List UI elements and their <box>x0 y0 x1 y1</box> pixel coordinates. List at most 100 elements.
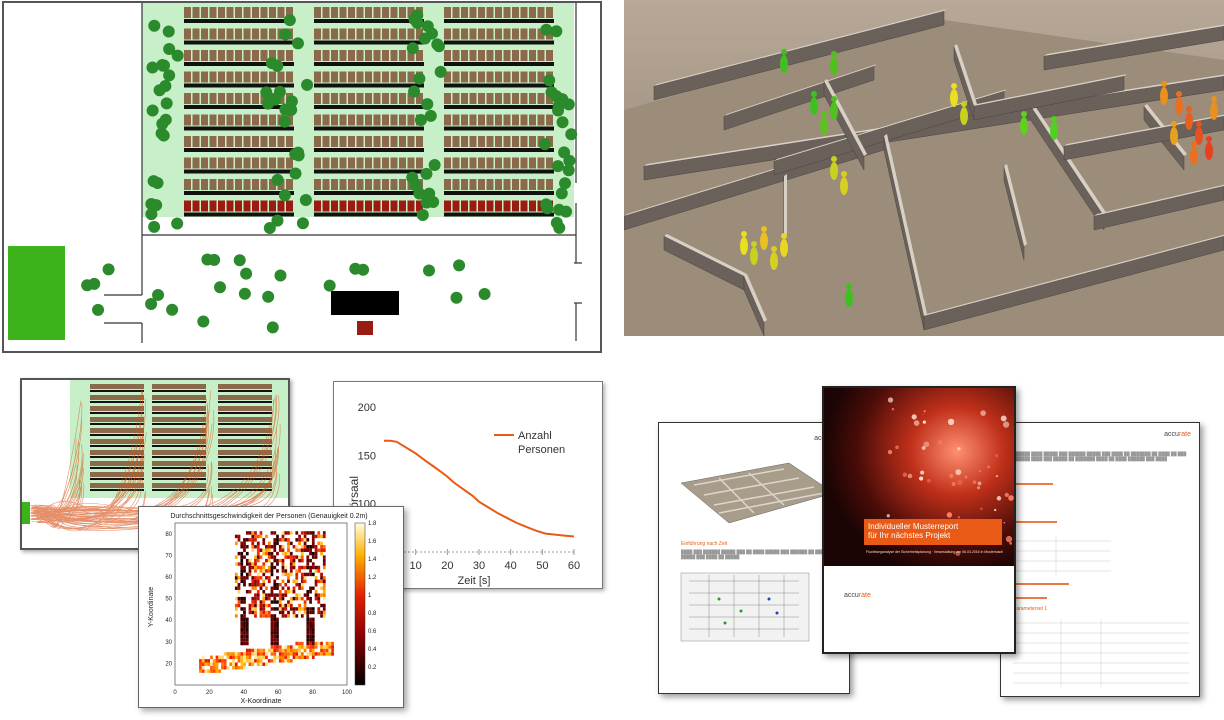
seat <box>314 7 321 18</box>
heatmap-cell <box>267 576 271 580</box>
heatmap-cell <box>212 669 216 673</box>
seat <box>452 179 460 190</box>
heatmap-cell <box>256 659 260 663</box>
heatmap-cell <box>303 538 307 542</box>
heatmap-cell <box>251 541 255 546</box>
heatmap-cell <box>311 531 315 535</box>
seat-row <box>90 428 144 433</box>
agent <box>146 61 159 74</box>
seat <box>503 7 511 18</box>
seat <box>252 200 259 212</box>
heatmap-cell <box>245 562 249 566</box>
heatmap-cell <box>270 607 274 611</box>
heatmap-cell <box>278 596 282 601</box>
seat <box>218 93 225 104</box>
desk-row <box>90 489 144 491</box>
heatmap-cell <box>265 558 268 563</box>
colorbar-tick: 0.2 <box>368 665 377 671</box>
heatmap-cell <box>295 531 299 535</box>
heatmap-cell <box>232 659 235 663</box>
sparkle <box>976 486 981 490</box>
seat <box>322 200 330 212</box>
heatmap-cell <box>284 645 288 649</box>
seat <box>382 136 389 147</box>
sparkle <box>995 475 999 478</box>
seat <box>537 28 545 40</box>
heatmap-cell <box>320 614 323 618</box>
heatmap-cell <box>278 590 282 594</box>
seat <box>277 200 285 212</box>
heatmap-cell <box>273 607 277 611</box>
heatmap-cell <box>292 614 296 618</box>
seat <box>390 71 398 83</box>
heatmap-cell <box>292 648 296 653</box>
heatmap-y-tick: 60 <box>165 575 172 581</box>
heatmap-cell <box>270 572 274 577</box>
heatmap-cell <box>317 531 321 535</box>
heatmap-cell <box>287 531 290 535</box>
seat <box>469 28 477 40</box>
heatmap-cell <box>259 600 263 604</box>
heatmap-cell <box>311 652 315 656</box>
seat <box>339 7 347 18</box>
seat <box>260 157 268 169</box>
heatmap-cell <box>311 617 315 622</box>
heatmap-cell <box>259 534 263 539</box>
heatmap-cell <box>306 617 310 622</box>
seat <box>209 157 217 169</box>
heatmap-cell <box>314 565 318 570</box>
heatmap-cell <box>300 548 304 552</box>
seat <box>469 71 477 83</box>
agent <box>559 177 572 190</box>
heatmap-cell <box>259 655 263 660</box>
heatmap-cell <box>276 617 279 622</box>
seat-row <box>218 417 272 422</box>
heatmap-cell <box>237 655 241 660</box>
heatmap-cell <box>278 610 282 615</box>
heatmap-cell <box>322 652 326 656</box>
heatmap-cell <box>248 610 252 615</box>
heatmap-cell <box>314 555 318 559</box>
heatmap-cell <box>245 531 249 535</box>
seat <box>529 50 536 61</box>
seat-row <box>218 428 272 433</box>
agent <box>262 290 275 303</box>
seat <box>277 7 285 18</box>
trajectory <box>32 453 144 517</box>
heatmap-cell <box>243 641 246 646</box>
seat <box>339 200 347 212</box>
seat <box>235 179 242 190</box>
seat <box>184 114 191 126</box>
seat <box>478 157 485 169</box>
person-3d <box>1170 127 1178 145</box>
heatmap-cell <box>243 548 246 552</box>
heatmap-cell <box>317 600 321 604</box>
seat <box>192 200 200 212</box>
heatmap-cell <box>320 579 323 584</box>
seat <box>461 114 468 126</box>
seat <box>444 28 451 40</box>
heatmap-cell <box>311 541 315 546</box>
heatmap-cell <box>270 565 274 570</box>
heatmap-cell <box>289 600 293 604</box>
sparkle <box>987 465 990 469</box>
seat <box>373 28 381 40</box>
seat <box>444 200 451 212</box>
heatmap-cell <box>317 534 321 539</box>
heatmap-cell <box>320 593 323 597</box>
seat <box>529 93 536 104</box>
seat <box>399 200 406 212</box>
desk-row <box>152 412 206 414</box>
seat <box>339 71 347 83</box>
seat-row <box>90 384 144 389</box>
seat <box>407 136 415 147</box>
seat <box>512 93 519 104</box>
trajectory <box>39 385 143 532</box>
seat <box>348 136 355 147</box>
heatmap-y-tick: 40 <box>165 618 172 624</box>
heatmap-cell <box>306 590 310 594</box>
heatmap-cell <box>276 576 279 580</box>
heatmap-cell <box>245 648 249 653</box>
heatmap-cell <box>311 555 315 559</box>
seat <box>512 136 519 147</box>
